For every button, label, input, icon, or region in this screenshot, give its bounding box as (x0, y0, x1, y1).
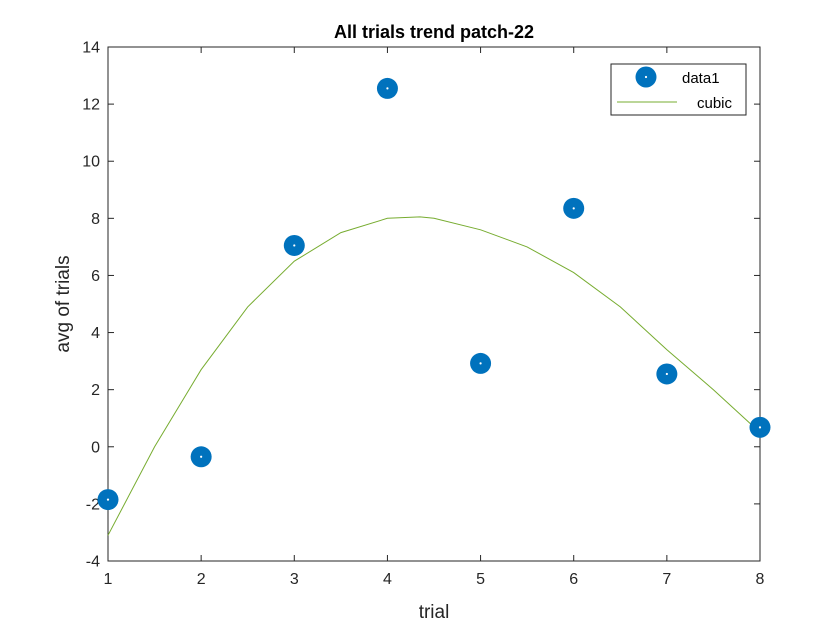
data-point-center (386, 87, 389, 90)
legend-box (610, 63, 747, 116)
legend-marker-data1-center (644, 75, 648, 79)
x-tick-label: 7 (662, 571, 671, 588)
x-axis-label: trial (419, 602, 450, 623)
data-point-center (572, 207, 575, 210)
y-tick-label: 0 (91, 439, 100, 456)
y-tick-label: 8 (91, 211, 100, 228)
y-axis-label: avg of trials (53, 255, 74, 352)
legend: data1 cubic (610, 63, 747, 116)
y-tick-label: 6 (91, 268, 100, 285)
legend-entry-cubic: cubic (697, 95, 733, 112)
data-point-center (665, 372, 668, 376)
y-tick-label: 10 (82, 154, 100, 171)
y-tick-label: 14 (82, 40, 100, 57)
data-point-center (106, 498, 110, 501)
y-tick-label: -2 (86, 496, 100, 513)
chart-title: All trials trend patch-22 (334, 22, 534, 42)
y-tick-label: 12 (82, 97, 100, 114)
x-tick-label: 6 (569, 571, 578, 588)
x-tick-label: 2 (197, 571, 206, 588)
series-layer (97, 77, 771, 536)
y-tick-label: 4 (91, 325, 100, 342)
y-tick-label: 2 (91, 382, 100, 399)
x-tick-label: 4 (383, 571, 392, 588)
y-tick-label: -4 (86, 554, 100, 571)
x-axis-ticks: 1 2 3 4 5 6 7 8 (104, 47, 765, 588)
series-line-cubic (107, 216, 761, 536)
data-point-center (200, 455, 203, 458)
data-point-center (479, 362, 482, 365)
x-tick-label: 5 (476, 571, 485, 588)
x-tick-label: 1 (104, 571, 113, 588)
y-axis-ticks: -4 -2 0 2 4 6 8 10 12 14 (82, 40, 760, 571)
data-point-center (758, 426, 762, 429)
plot-area (107, 46, 761, 562)
legend-entry-data1: data1 (682, 70, 720, 87)
x-tick-label: 3 (290, 571, 299, 588)
data-point-center (293, 244, 296, 247)
x-tick-label: 8 (756, 571, 765, 588)
